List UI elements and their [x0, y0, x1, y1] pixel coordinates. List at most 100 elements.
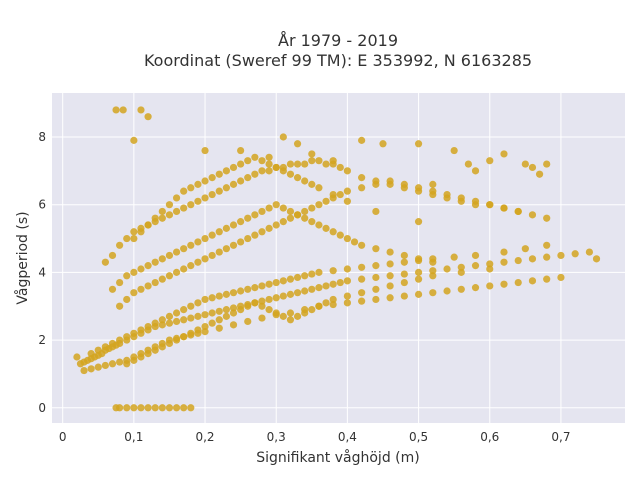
scatter-point [87, 365, 95, 373]
scatter-point [429, 267, 437, 275]
scatter-point [194, 299, 202, 307]
scatter-point [308, 285, 316, 293]
scatter-point [251, 231, 259, 239]
scatter-point [528, 277, 537, 285]
scatter-point [172, 207, 181, 216]
chart-title-line-2: Koordinat (Sweref 99 TM): E 353992, N 61… [144, 51, 532, 70]
scatter-point [222, 167, 230, 175]
scatter-point [429, 187, 437, 195]
scatter-point [144, 113, 152, 121]
scatter-point [414, 268, 423, 276]
scatter-point [272, 294, 280, 302]
scatter-point [165, 272, 174, 280]
scatter-point [293, 312, 302, 320]
scatter-point [237, 177, 245, 185]
scatter-point [400, 180, 408, 188]
scatter-point [201, 146, 209, 155]
scatter-point [272, 163, 280, 172]
scatter-point [215, 228, 223, 236]
scatter-point [101, 343, 109, 351]
scatter-point [119, 106, 127, 114]
scatter-point [414, 184, 423, 192]
scatter-point [336, 190, 344, 199]
scatter-point [237, 306, 245, 314]
scatter-point [101, 361, 109, 370]
scatter-point [315, 184, 323, 192]
scatter-point [251, 211, 259, 219]
scatter-point [293, 140, 302, 148]
scatter-point [123, 404, 131, 412]
scatter-point [194, 238, 202, 246]
scatter-point [315, 302, 323, 310]
scatter-point [279, 277, 287, 285]
scatter-point [336, 163, 344, 172]
scatter-point [386, 248, 394, 256]
x-tick-label: 0 [59, 430, 67, 444]
scatter-point [201, 311, 209, 319]
scatter-point [265, 280, 273, 288]
scatter-point [180, 306, 188, 314]
scatter-point [187, 241, 195, 249]
scatter-point [457, 285, 465, 293]
scatter-point [279, 204, 287, 212]
scatter-point [165, 319, 174, 327]
scatter-point [585, 248, 594, 256]
scatter-point [386, 272, 394, 280]
scatter-point [457, 194, 465, 202]
scatter-point [201, 328, 209, 336]
scatter-point [187, 184, 195, 192]
scatter-point [414, 218, 423, 226]
scatter-point [329, 300, 337, 309]
scatter-point [372, 262, 380, 270]
scatter-point [137, 106, 145, 114]
scatter-point [293, 174, 302, 182]
scatter-point [336, 278, 344, 287]
scatter-point [229, 289, 238, 297]
scatter-point [165, 312, 174, 320]
scatter-point [144, 350, 152, 358]
scatter-point [251, 153, 259, 161]
scatter-point [315, 284, 323, 292]
scatter-point [543, 253, 551, 261]
scatter-point [180, 187, 188, 195]
scatter-point [443, 287, 451, 295]
scatter-point [336, 231, 344, 239]
scatter-point [187, 262, 195, 270]
scatter-point [429, 258, 437, 266]
scatter-point [165, 251, 174, 260]
scatter-point [400, 270, 408, 278]
scatter-point [400, 258, 408, 266]
x-tick-label: 0,6 [480, 430, 499, 444]
scatter-point [500, 204, 508, 212]
scatter-point [329, 280, 337, 288]
x-tick-label: 0,3 [267, 430, 286, 444]
scatter-point [94, 346, 102, 354]
scatter-point [358, 241, 366, 249]
y-axis-ticks: 0 2 4 6 8 [38, 130, 46, 415]
scatter-point [528, 255, 537, 263]
scatter-point [215, 324, 223, 332]
scatter-point [116, 241, 124, 249]
scatter-point [144, 404, 152, 412]
scatter-point [158, 214, 166, 222]
scatter-point [180, 245, 188, 253]
scatter-point [471, 262, 480, 270]
y-tick-label: 4 [38, 265, 46, 279]
scatter-point [258, 297, 266, 305]
scatter-point [414, 275, 423, 283]
scatter-point [358, 297, 366, 305]
scatter-point [265, 224, 273, 232]
scatter-point [130, 356, 138, 364]
scatter-point [151, 214, 159, 222]
scatter-point [151, 278, 159, 287]
scatter-point [165, 339, 174, 348]
scatter-point [286, 290, 295, 298]
scatter-point [222, 290, 230, 298]
scatter-point [258, 302, 266, 310]
scatter-point [372, 273, 380, 282]
scatter-point [265, 204, 273, 212]
scatter-point [187, 314, 195, 322]
scatter-point [500, 150, 508, 158]
scatter-point [528, 163, 537, 172]
